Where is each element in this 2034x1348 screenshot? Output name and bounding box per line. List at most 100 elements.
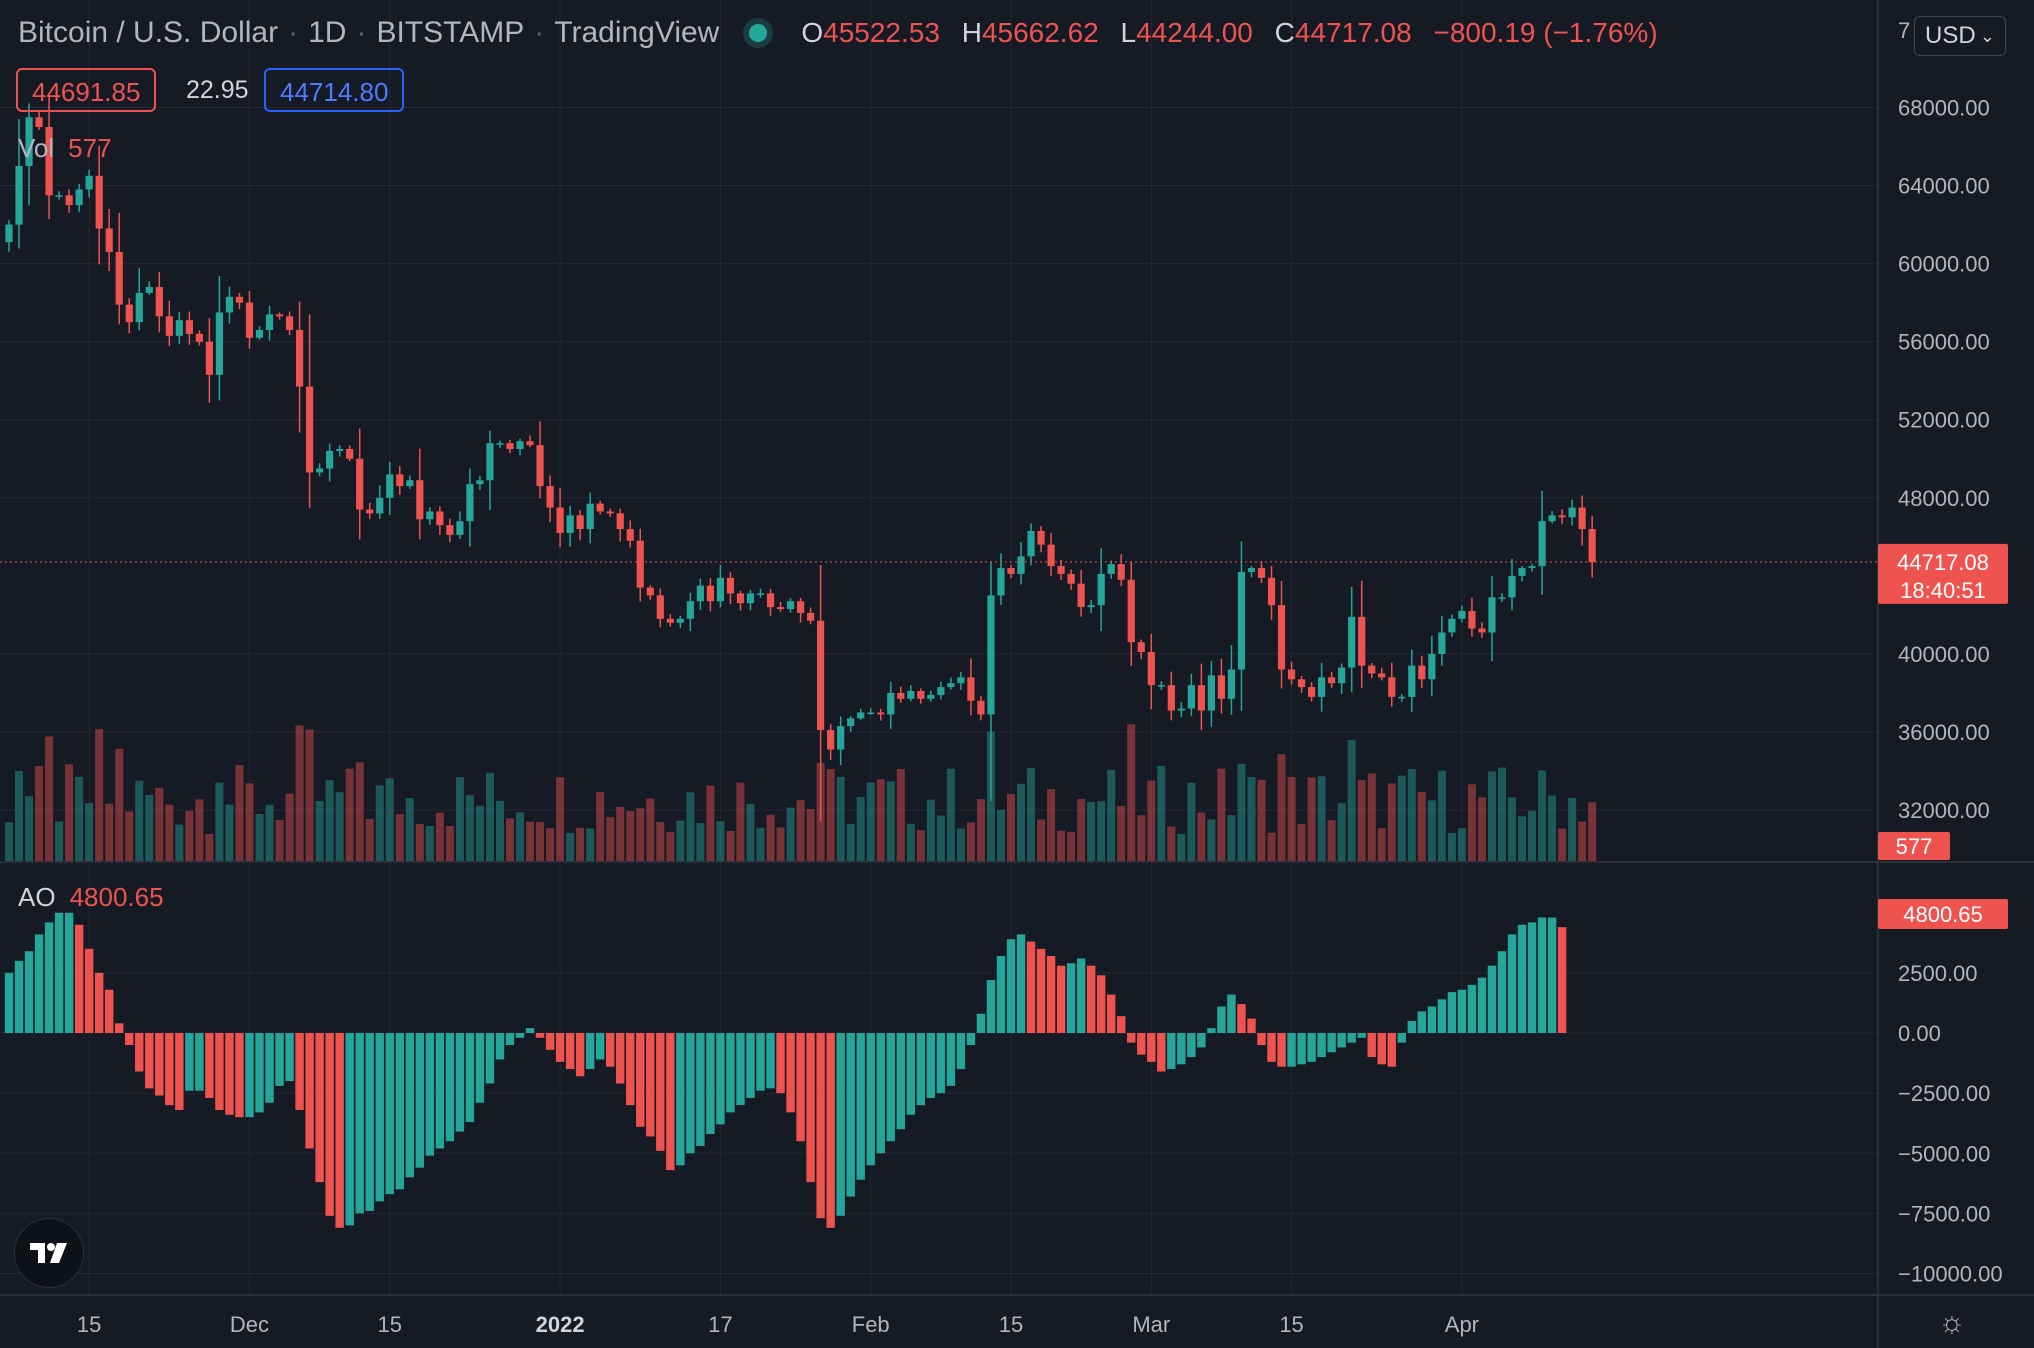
volume-bar — [45, 736, 54, 862]
ao-bar — [1497, 951, 1507, 1033]
candle-down — [65, 195, 73, 206]
volume-bar — [1357, 780, 1366, 862]
candle-down — [897, 692, 905, 699]
ao-bar — [115, 1023, 124, 1033]
volume-bar — [1197, 812, 1206, 862]
tradingview-logo-icon[interactable] — [14, 1218, 84, 1288]
ao-bar — [295, 1033, 304, 1110]
ao-axis-tick: 0.00 — [1898, 1021, 1941, 1046]
candle-up — [1448, 618, 1456, 633]
ao-bar — [495, 1033, 505, 1060]
volume-bar — [946, 768, 955, 862]
volume-bar — [636, 808, 645, 862]
volume-bar — [35, 765, 44, 862]
candle-down — [1117, 564, 1125, 580]
separator-dot: · — [534, 16, 545, 49]
candle-down — [596, 503, 604, 512]
volume-bar — [926, 799, 935, 862]
time-axis-tick: 15 — [77, 1312, 101, 1337]
symbol-name[interactable]: Bitcoin / U.S. Dollar — [18, 16, 279, 49]
volume-bar — [656, 821, 665, 862]
candle-up — [1237, 571, 1246, 670]
candle-up — [1548, 515, 1556, 522]
candle-down — [666, 618, 674, 623]
price-axis-tick: 60000.00 — [1898, 252, 1990, 277]
volume-bar — [556, 777, 565, 862]
currency-select[interactable]: USD ⌄ — [1914, 16, 2006, 56]
volume-bar — [506, 818, 514, 862]
ao-bar — [445, 1033, 455, 1142]
candle-up — [1518, 568, 1526, 576]
ao-bar — [1507, 934, 1517, 1033]
candle-down — [1368, 665, 1376, 674]
candle-up — [386, 474, 394, 498]
ao-bar — [1056, 965, 1066, 1033]
volume-bar — [385, 778, 394, 862]
volume-bar — [956, 828, 965, 862]
volume-bar — [465, 795, 474, 862]
volume-bar — [1487, 771, 1496, 862]
volume-bar — [255, 814, 264, 862]
gear-icon[interactable]: ☼ — [1938, 1306, 1966, 1339]
candle-up — [476, 480, 484, 485]
market-status-icon[interactable] — [749, 24, 768, 42]
candle-up — [1247, 568, 1256, 572]
ao-bar — [335, 1033, 344, 1228]
candle-up — [997, 568, 1005, 596]
candle-down — [977, 700, 985, 715]
volume-bar — [1417, 791, 1426, 862]
volume-bar — [1137, 815, 1146, 862]
ao-bar — [215, 1033, 224, 1110]
volume-bar — [375, 785, 384, 862]
candlestick-series — [5, 94, 1596, 822]
ao-bar — [1447, 992, 1457, 1033]
volume-bar — [105, 803, 114, 862]
time-axis-tick: 17 — [708, 1312, 732, 1337]
candle-down — [1558, 515, 1566, 518]
time-axis-tick: 15 — [378, 1312, 402, 1337]
symbol-legend[interactable]: Bitcoin / U.S. Dollar · 1D · BITSTAMP · … — [18, 16, 1672, 50]
candle-up — [1087, 605, 1095, 608]
candle-down — [1137, 642, 1145, 652]
ao-bar — [245, 1033, 254, 1118]
volume-bar — [536, 822, 545, 862]
interval-label[interactable]: 1D — [308, 16, 347, 49]
volume-bar — [1538, 770, 1547, 862]
buy-button[interactable]: 44714.80 — [264, 68, 405, 112]
volume-bar — [1007, 793, 1015, 862]
volume-legend[interactable]: Vol 577 — [18, 133, 112, 164]
volume-bar — [1217, 768, 1226, 862]
volume-bar — [756, 827, 765, 862]
ao-axis-tick: −10000.00 — [1898, 1262, 2003, 1287]
volume-bar — [135, 780, 144, 862]
candle-up — [1318, 677, 1326, 697]
volume-bar — [1297, 823, 1306, 862]
volume-bar — [175, 824, 184, 862]
candle-up — [1187, 685, 1195, 709]
ao-bar — [1147, 1033, 1156, 1062]
volume-bar — [626, 811, 635, 862]
sell-button[interactable]: 44691.85 — [16, 68, 157, 112]
candle-up — [927, 694, 935, 699]
volume-bar — [15, 770, 24, 862]
price-axis-tick: 48000.00 — [1898, 486, 1990, 511]
ao-bar — [1317, 1033, 1326, 1058]
ao-legend[interactable]: AO 4800.65 — [18, 882, 164, 913]
candle-down — [796, 601, 805, 613]
volume-bar — [1568, 797, 1577, 862]
close-label: C — [1274, 17, 1295, 48]
candle-up — [1107, 564, 1115, 574]
ao-bar — [525, 1028, 535, 1033]
volume-bar — [606, 817, 615, 862]
candle-up — [486, 443, 494, 481]
candle-up — [1338, 667, 1346, 684]
candle-up — [456, 521, 464, 535]
ao-bar — [1377, 1033, 1386, 1065]
candle-up — [987, 595, 995, 715]
candle-down — [245, 302, 254, 338]
time-axis-tick: Feb — [852, 1312, 890, 1337]
ao-bar — [125, 1033, 134, 1046]
volume-bar — [1177, 833, 1186, 862]
ao-bar — [1427, 1006, 1437, 1033]
